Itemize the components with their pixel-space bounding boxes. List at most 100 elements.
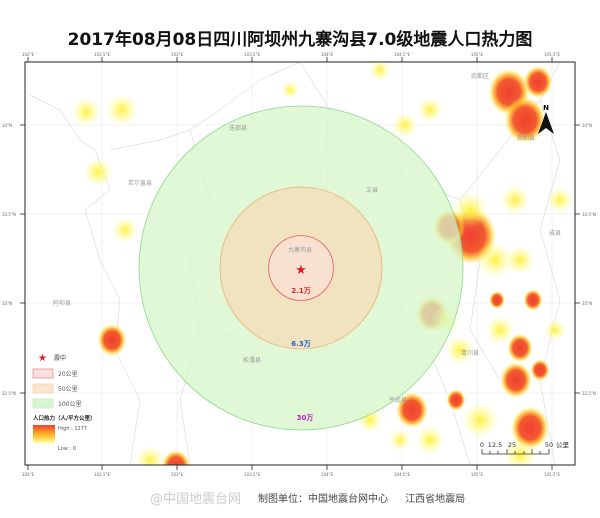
scale-label-12-5: 12.5: [488, 441, 502, 449]
legend-heat-title: 人口热力（人/平方公里）: [33, 414, 96, 422]
heat-spot: [477, 242, 513, 278]
longitude-tick-label: 103°E: [171, 472, 184, 477]
legend-low: Low : 0: [58, 446, 76, 452]
heat-spot: [97, 323, 127, 357]
scale-label-0: 0: [480, 441, 484, 449]
legend-ring-20-swatch: [32, 368, 54, 379]
place-label: 西和县: [517, 134, 535, 142]
ring-20-population: 2.1万: [291, 287, 310, 295]
heat-spot: [504, 96, 546, 144]
heat-spot: [396, 392, 428, 428]
longitude-tick-label: 102°E: [22, 52, 35, 57]
heat-spot: [112, 217, 138, 243]
place-label: 成县: [549, 229, 561, 237]
place-label: 若尔盖县: [128, 179, 152, 187]
heat-spot: [83, 157, 113, 187]
legend-star-icon: ★: [38, 353, 47, 364]
scale-bar: 0 12.5 25 50 公里: [480, 441, 570, 455]
place-label: 松潘县: [243, 356, 261, 364]
place-label: 青川县: [461, 349, 479, 357]
heat-spot: [500, 185, 530, 215]
latitude-tick-label: 34°N: [582, 123, 592, 128]
legend-ring-20: 20公里: [58, 371, 78, 378]
latitude-tick-label: 32.5°N: [582, 391, 596, 396]
scale-unit: 公里: [556, 441, 570, 449]
place-label: 阿坝县: [53, 299, 71, 307]
heat-spot: [544, 319, 566, 341]
heat-spot: [507, 333, 533, 363]
longitude-tick-label: 105.5°E: [544, 472, 560, 477]
longitude-tick-label: 102.5°E: [94, 52, 110, 57]
heat-spot: [462, 402, 498, 438]
place-label: 武都区: [471, 72, 489, 80]
longitude-tick-label: 103.5°E: [244, 472, 260, 477]
heat-spot: [105, 93, 139, 127]
credits: 制图单位：中国地震台网中心 江西省地震局: [258, 494, 479, 506]
legend-epicenter: 震中: [54, 354, 66, 362]
latitude-tick-label: 33.5°N: [2, 212, 16, 217]
heat-spot: [392, 112, 418, 138]
latitude-tick-label: 33.5°N: [582, 212, 596, 217]
ring-20km: [268, 235, 334, 301]
ring-100-population: 30万: [297, 414, 314, 422]
ring-50-population: 6.3万: [291, 340, 310, 348]
legend-ring-50-swatch: [32, 383, 54, 394]
heat-spot: [489, 291, 505, 309]
longitude-tick-label: 104.5°E: [394, 472, 410, 477]
heat-spot: [417, 97, 443, 123]
credit-source: 制图单位：中国地震台网中心: [258, 494, 388, 505]
heat-spot: [415, 425, 445, 455]
legend-ring-50: 50公里: [58, 386, 78, 393]
longitude-tick-label: 105°E: [471, 472, 484, 477]
longitude-tick-label: 103°E: [171, 52, 184, 57]
longitude-tick-label: 102.5°E: [94, 472, 110, 477]
north-label: N: [543, 104, 549, 112]
place-label-jiuzhaigou: 九寨沟县: [288, 246, 312, 254]
longitude-tick-label: 103.5°E: [244, 52, 260, 57]
legend-high: High : 1277: [58, 426, 87, 432]
heat-spot: [71, 97, 101, 127]
longitude-tick-label: 105.5°E: [544, 52, 560, 57]
heat-spot: [369, 62, 391, 81]
heat-spot: [547, 187, 573, 213]
scale-label-25: 25: [508, 441, 516, 449]
watermark: @中国地震台网: [150, 492, 242, 507]
heat-spot: [452, 192, 488, 228]
legend-ring-100-swatch: [32, 398, 54, 409]
heat-spot: [505, 245, 535, 275]
legend-ring-100: 100公里: [58, 401, 81, 408]
heat-spot: [523, 289, 543, 311]
heat-spot: [389, 429, 411, 451]
map-frame: [24, 61, 576, 466]
heat-spot: [135, 445, 165, 465]
longitude-tick-label: 104°E: [321, 472, 334, 477]
heat-spot: [281, 81, 299, 99]
heat-spot: [161, 449, 191, 465]
latitude-tick-label: 33°N: [582, 301, 592, 306]
heat-spot: [446, 389, 466, 411]
heat-spot: [445, 335, 475, 365]
heat-spot: [500, 362, 532, 398]
place-label: 文县: [366, 186, 378, 194]
heat-spot: [503, 438, 537, 465]
place-label: 迭部县: [229, 124, 247, 132]
longitude-tick-label: 102°E: [22, 472, 35, 477]
longitude-tick-label: 104.5°E: [394, 52, 410, 57]
legend: ★ 震中 20公里 50公里 100公里 人口热力（人/平方公里） High :…: [32, 353, 96, 452]
place-label: 平武县: [389, 396, 407, 404]
latitude-tick-label: 33°N: [2, 301, 12, 306]
scale-label-50: 50: [545, 441, 553, 449]
heat-spot: [530, 359, 550, 381]
latitude-tick-label: 34°N: [2, 123, 12, 128]
heat-spot: [510, 406, 550, 450]
north-arrow-icon: N: [538, 104, 554, 134]
credit-org: 江西省地震局: [405, 494, 466, 505]
heat-spot: [523, 65, 553, 99]
heat-spot: [485, 315, 515, 345]
legend-heat-ramp: [33, 425, 55, 443]
latitude-tick-label: 32.5°N: [2, 391, 16, 396]
map-title: 2017年08月08日四川阿坝州九寨沟县7.0级地震人口热力图: [67, 30, 533, 50]
longitude-tick-label: 105°E: [471, 52, 484, 57]
epicenter-star-icon: ★: [295, 263, 307, 278]
